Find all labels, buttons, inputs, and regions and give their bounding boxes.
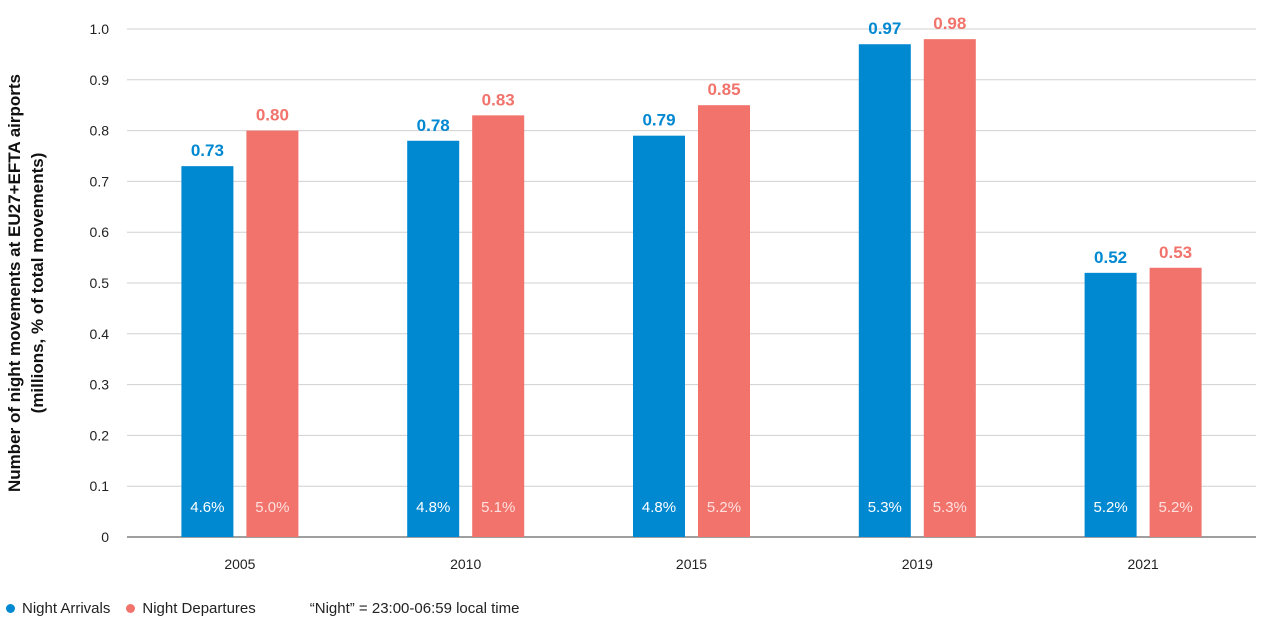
share-label-arrivals-2019: 5.3%	[868, 499, 902, 516]
y-axis-title-line1: Number of night movements at EU27+EFTA a…	[5, 74, 24, 492]
data-label-arrivals-2015: 0.79	[642, 111, 675, 130]
bar-departures-2019	[923, 39, 976, 537]
legend-departures-dot-icon	[126, 603, 136, 613]
x-tick-label-2015: 2015	[676, 556, 707, 572]
bar-arrivals-2005	[181, 166, 234, 537]
y-tick-label-8: 0.8	[90, 123, 110, 139]
y-tick-label-2: 0.2	[90, 427, 110, 443]
data-label-departures-2005: 0.80	[256, 106, 289, 125]
data-label-departures-2015: 0.85	[707, 80, 740, 99]
y-tick-label-4: 0.4	[90, 326, 110, 342]
data-labels: 0.73 4.6% 0.80 5.0% 0.78 4.8% 0.83 5.1% 0.79 4.8%…	[190, 14, 1192, 516]
data-label-arrivals-2005: 0.73	[191, 141, 224, 160]
bar-arrivals-2015	[633, 135, 685, 537]
bar-arrivals-2021	[1084, 272, 1137, 537]
share-label-arrivals-2021: 5.2%	[1093, 499, 1127, 516]
data-label-arrivals-2019: 0.97	[868, 19, 901, 38]
legend: Night Arrivals Night Departures “Night” …	[6, 598, 519, 618]
x-tick-label-2021: 2021	[1128, 556, 1159, 572]
data-label-departures-2021: 0.53	[1159, 243, 1192, 262]
share-label-arrivals-2005: 4.6%	[190, 499, 224, 516]
bar-arrivals-2019	[858, 44, 911, 538]
x-tick-label-2010: 2010	[450, 556, 481, 572]
y-tick-label-5: 0.5	[90, 275, 110, 291]
y-tick-label-1: 0.1	[90, 478, 110, 494]
bar-departures-2015	[698, 105, 750, 537]
y-tick-label-9: 0.9	[90, 72, 110, 88]
data-label-arrivals-2021: 0.52	[1094, 248, 1127, 267]
share-label-arrivals-2010: 4.8%	[416, 499, 450, 516]
legend-departures-label: Night Departures	[142, 599, 256, 617]
data-label-departures-2019: 0.98	[933, 14, 966, 33]
x-tick-label-2019: 2019	[902, 556, 933, 572]
bar-departures-2010	[472, 115, 525, 538]
y-tick-label-10: 1.0	[90, 21, 110, 37]
data-label-departures-2010: 0.83	[482, 90, 515, 109]
y-tick-label-0: 0	[101, 529, 109, 545]
x-tick-label-2005: 2005	[224, 556, 255, 572]
x-axis-ticks: 2005 2010 2015 2019 2021	[224, 556, 1159, 572]
y-tick-label-7: 0.7	[90, 173, 110, 189]
gridlines	[127, 28, 1256, 538]
bar-departures-2021	[1149, 267, 1202, 537]
share-label-departures-2010: 5.1%	[481, 499, 515, 516]
legend-item-departures: Night Departures	[126, 599, 256, 617]
bars	[181, 39, 1202, 538]
legend-arrivals-label: Night Arrivals	[22, 599, 111, 617]
share-label-departures-2019: 5.3%	[933, 499, 967, 516]
share-label-departures-2005: 5.0%	[255, 499, 289, 516]
y-tick-label-6: 0.6	[90, 224, 110, 240]
night-definition-note: “Night” = 23:00-06:59 local time	[309, 599, 520, 617]
y-tick-label-3: 0.3	[90, 377, 110, 393]
data-label-arrivals-2010: 0.78	[417, 116, 450, 135]
y-axis-ticks: 0 0.1 0.2 0.3 0.4 0.5 0.6 0.7 0.8 0.9 1.0	[90, 21, 110, 545]
legend-arrivals-dot-icon	[6, 603, 15, 613]
share-label-departures-2015: 5.2%	[707, 499, 741, 516]
bar-arrivals-2010	[407, 140, 460, 537]
bar-departures-2005	[246, 130, 299, 537]
share-label-departures-2021: 5.2%	[1158, 499, 1192, 516]
share-label-arrivals-2015: 4.8%	[642, 499, 676, 516]
legend-item-arrivals: Night Arrivals	[6, 600, 110, 617]
y-axis-title-line2: (millions, % of total movements)	[28, 153, 47, 414]
